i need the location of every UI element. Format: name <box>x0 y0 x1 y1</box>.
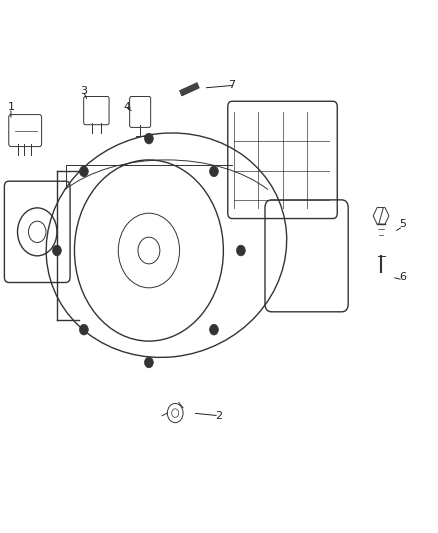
Text: 6: 6 <box>399 272 406 282</box>
Circle shape <box>53 245 61 256</box>
Circle shape <box>145 133 153 144</box>
Polygon shape <box>180 83 199 96</box>
Text: 4: 4 <box>124 102 131 111</box>
Circle shape <box>209 324 218 335</box>
Text: 2: 2 <box>215 411 223 421</box>
Circle shape <box>80 324 88 335</box>
Circle shape <box>237 245 245 256</box>
Text: 3: 3 <box>80 86 87 95</box>
Text: 7: 7 <box>229 80 236 90</box>
Circle shape <box>80 166 88 177</box>
Polygon shape <box>373 207 389 224</box>
Circle shape <box>209 166 218 177</box>
Circle shape <box>145 357 153 368</box>
Text: 1: 1 <box>7 102 14 111</box>
Text: 5: 5 <box>399 219 406 229</box>
